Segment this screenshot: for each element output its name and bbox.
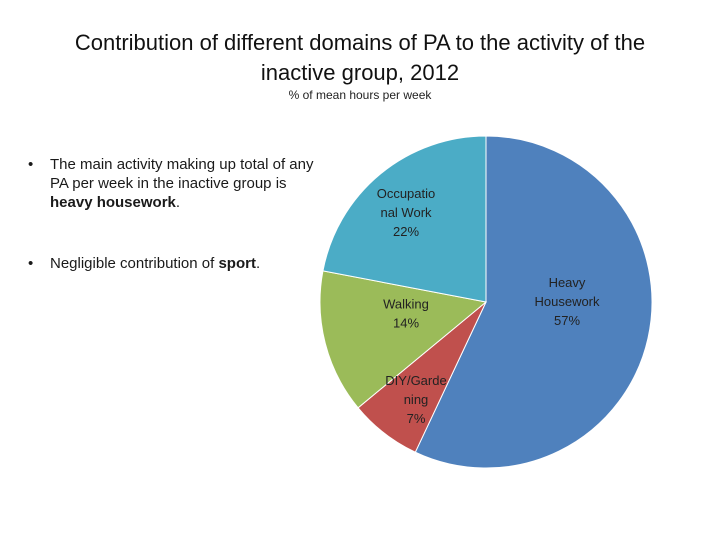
slice-label: Walking 14% xyxy=(383,297,429,331)
title-line-2: inactive group, 2012 xyxy=(260,60,460,85)
bullet-item: Negligible contribution of sport. xyxy=(28,254,318,273)
slice-value-label: 57% xyxy=(554,313,580,328)
bullet-list: The main activity making up total of any… xyxy=(28,155,318,315)
slice-value-label: 22% xyxy=(393,224,419,239)
bullet-text: Negligible contribution of xyxy=(50,255,219,272)
slice-name-label: nal Work xyxy=(380,205,432,220)
slice-value-label: 7% xyxy=(407,411,426,426)
slice-name-label: ning xyxy=(404,392,429,407)
slice-label: Heavy Housework 57% xyxy=(534,275,600,328)
bullet-emphasis: sport xyxy=(218,255,256,272)
slice-value-label: 14% xyxy=(393,316,419,331)
pie-slice xyxy=(414,135,653,469)
pie-slice xyxy=(322,135,487,303)
bullet-text: The main activity making up total of any… xyxy=(50,156,314,192)
title-line-1: Contribution of different domains of PA … xyxy=(74,30,646,55)
slice-name-label: Housework xyxy=(534,294,600,309)
bullet-suffix: . xyxy=(255,255,261,272)
slice-name-label: Heavy xyxy=(549,275,586,290)
pie-slice xyxy=(319,270,488,409)
slice-name-label: Walking xyxy=(383,297,429,312)
slice-label: DIY/Garde ning 7% xyxy=(385,373,446,426)
slice-name-label: Occupatio xyxy=(377,186,436,201)
slice-name-label: DIY/Garde xyxy=(385,373,446,388)
page-title: Contribution of different domains of PA … xyxy=(40,28,680,88)
chart-subtitle: % of mean hours per week xyxy=(288,88,432,102)
bullet-emphasis: heavy housework xyxy=(50,194,176,211)
bullet-item: The main activity making up total of any… xyxy=(28,155,318,212)
bullet-suffix: . xyxy=(175,194,181,211)
slice-label: Occupatio nal Work 22% xyxy=(377,186,436,239)
